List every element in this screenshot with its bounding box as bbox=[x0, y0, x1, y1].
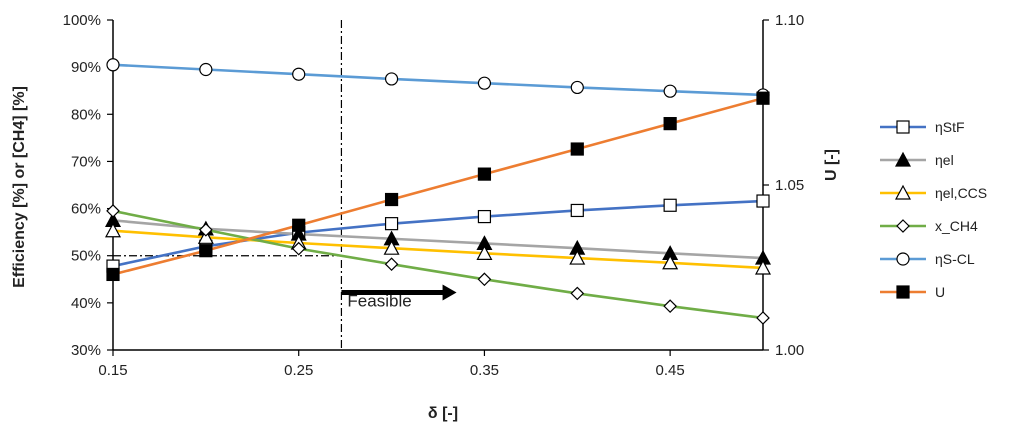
data-point-5 bbox=[756, 91, 770, 105]
y-left-tick-label: 40% bbox=[71, 295, 101, 312]
series-line-5 bbox=[112, 96, 764, 276]
data-point-3 bbox=[477, 272, 492, 287]
y-axis-left-title: Efficiency [%] or [CH4] [%] bbox=[11, 86, 28, 288]
legend-label-3: x_CH4 bbox=[935, 218, 978, 234]
y-left-tick-label: 60% bbox=[71, 201, 101, 218]
y-left-tick-label: 80% bbox=[71, 106, 101, 123]
data-point-5 bbox=[292, 218, 306, 232]
data-point-0 bbox=[384, 217, 399, 231]
data-point-3 bbox=[291, 241, 306, 256]
x-tick-label: 0.45 bbox=[656, 362, 685, 379]
legend-marker-2 bbox=[894, 184, 912, 200]
data-point-2 bbox=[476, 245, 493, 260]
legend-label-4: ηS-CL bbox=[935, 251, 975, 267]
legend-label-5: U bbox=[935, 284, 945, 300]
data-point-5 bbox=[570, 142, 584, 156]
data-point-2 bbox=[754, 259, 772, 275]
legend-marker-3 bbox=[896, 219, 910, 233]
legend-label-2: ηel,CCS bbox=[935, 185, 987, 201]
legend-marker-0 bbox=[896, 120, 910, 134]
feasible-arrow-head bbox=[442, 284, 457, 301]
data-point-2 bbox=[383, 239, 400, 255]
data-point-3 bbox=[570, 286, 585, 301]
legend-marker-1 bbox=[894, 151, 912, 167]
data-point-0 bbox=[663, 198, 677, 212]
data-point-4 bbox=[384, 72, 399, 86]
series-line-3 bbox=[112, 209, 764, 320]
feasible-label: Feasible bbox=[347, 291, 411, 310]
data-point-3 bbox=[756, 311, 770, 325]
data-point-0 bbox=[570, 203, 584, 218]
x-axis-title: δ [-] bbox=[428, 405, 458, 422]
data-point-4 bbox=[570, 80, 584, 95]
y-left-tick-label: 100% bbox=[63, 12, 101, 29]
data-point-3 bbox=[106, 204, 120, 218]
series-line-0 bbox=[112, 199, 764, 268]
data-point-4 bbox=[199, 62, 213, 77]
data-point-0 bbox=[756, 194, 770, 208]
data-point-3 bbox=[199, 222, 213, 237]
data-point-3 bbox=[384, 257, 399, 272]
data-point-2 bbox=[569, 249, 586, 265]
data-point-2 bbox=[662, 254, 679, 270]
data-point-4 bbox=[477, 76, 492, 90]
data-point-5 bbox=[106, 267, 120, 282]
data-point-3 bbox=[663, 299, 677, 314]
data-point-4 bbox=[106, 58, 120, 72]
legend-label-1: ηel bbox=[935, 152, 954, 168]
y-right-tick-label: 1.05 bbox=[775, 177, 804, 194]
y-left-tick-label: 70% bbox=[71, 153, 101, 170]
data-point-5 bbox=[477, 167, 492, 181]
y-left-tick-label: 90% bbox=[71, 59, 101, 76]
series-line-2 bbox=[112, 229, 764, 270]
x-tick-label: 0.25 bbox=[284, 362, 313, 379]
x-tick-label: 0.15 bbox=[98, 362, 127, 379]
data-point-5 bbox=[199, 244, 213, 258]
legend-marker-4 bbox=[896, 252, 910, 266]
y-left-tick-label: 50% bbox=[71, 248, 101, 265]
y-right-tick-label: 1.10 bbox=[775, 12, 804, 29]
data-point-4 bbox=[292, 67, 306, 81]
legend-label-0: ηStF bbox=[935, 119, 965, 135]
y-axis-right-title: U [-] bbox=[823, 149, 840, 181]
data-point-4 bbox=[663, 84, 677, 98]
legend-marker-5 bbox=[896, 285, 910, 299]
x-tick-label: 0.35 bbox=[470, 362, 499, 379]
data-point-5 bbox=[663, 117, 677, 131]
data-point-2 bbox=[104, 222, 122, 238]
series-line-1 bbox=[112, 219, 764, 260]
data-point-2 bbox=[197, 229, 214, 244]
series-line-4 bbox=[112, 63, 764, 97]
y-left-tick-label: 30% bbox=[71, 342, 101, 359]
data-point-5 bbox=[384, 192, 399, 207]
y-right-tick-label: 1.00 bbox=[775, 342, 804, 359]
data-point-0 bbox=[477, 209, 492, 224]
